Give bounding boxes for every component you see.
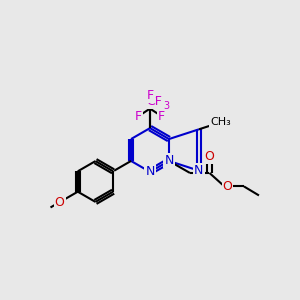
Text: N: N	[164, 154, 174, 167]
Text: N: N	[194, 164, 204, 177]
Text: CF: CF	[147, 94, 162, 108]
Text: CH₃: CH₃	[210, 117, 231, 127]
Text: O: O	[223, 180, 232, 193]
Text: 3: 3	[164, 100, 169, 111]
Text: O: O	[205, 150, 214, 163]
Text: F: F	[146, 88, 154, 102]
Text: F: F	[158, 110, 165, 123]
Text: O: O	[55, 196, 64, 209]
Text: F: F	[135, 110, 142, 123]
Text: N: N	[145, 165, 155, 178]
